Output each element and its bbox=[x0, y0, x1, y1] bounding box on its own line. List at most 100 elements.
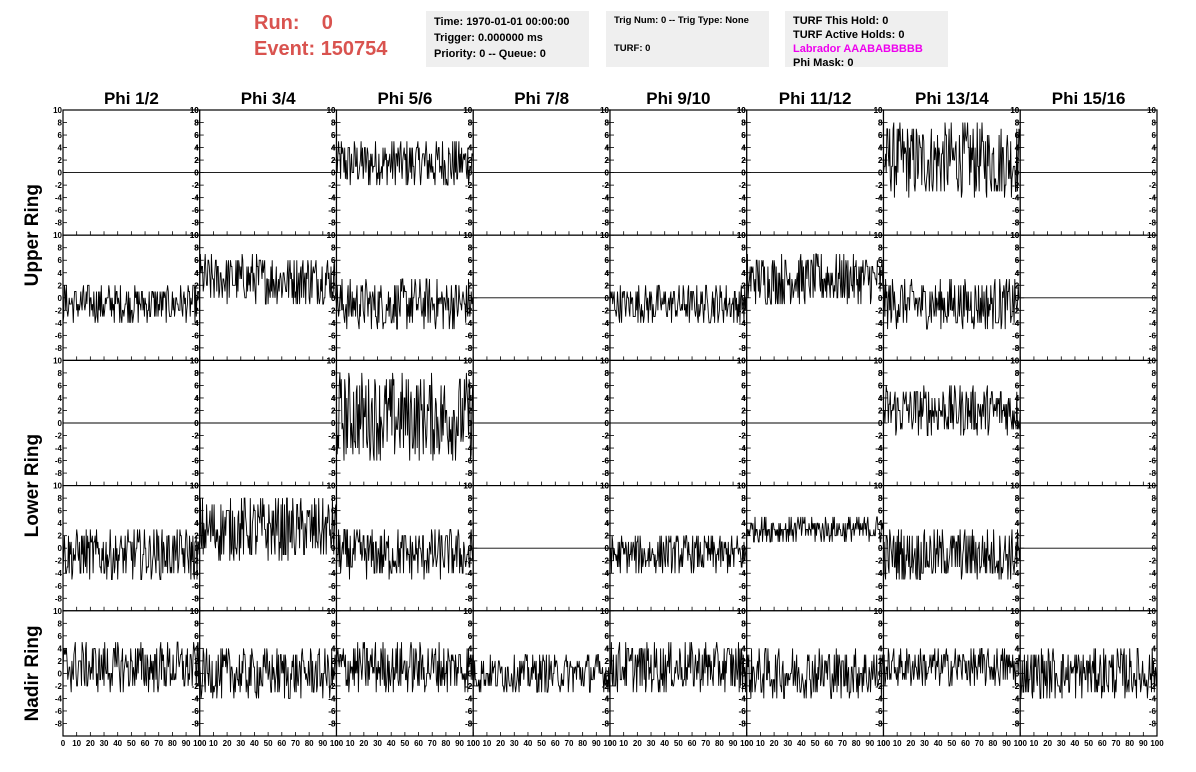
waveform-trace bbox=[883, 122, 1021, 198]
y-tick-label: -8 bbox=[192, 219, 200, 228]
y-tick-label: 4 bbox=[741, 394, 746, 403]
y-tick-label: -8 bbox=[192, 594, 200, 603]
y-tick-label: -6 bbox=[55, 331, 63, 340]
y-tick-label: -4 bbox=[465, 194, 473, 203]
waveform-trace bbox=[199, 497, 337, 561]
y-tick-label: 6 bbox=[741, 632, 746, 641]
y-tick-label: 2 bbox=[331, 281, 336, 290]
y-tick-label: 6 bbox=[194, 131, 199, 140]
y-tick-label: -8 bbox=[739, 219, 747, 228]
y-tick-label: 6 bbox=[468, 507, 473, 516]
run-row: Run: 0 bbox=[254, 10, 387, 36]
y-tick-label: 4 bbox=[331, 144, 336, 153]
x-tick-label: 0 bbox=[745, 739, 750, 748]
y-tick-label: 8 bbox=[1015, 244, 1020, 253]
y-tick-label: -4 bbox=[875, 694, 883, 703]
y-tick-label: -6 bbox=[1149, 457, 1157, 466]
waveform-panel: -8 -8 -6 -6 -4 -4 -2 -2 0 0 2 2 4 4 6 6 8 8 10 10 bbox=[463, 106, 611, 236]
y-tick-label: 6 bbox=[468, 131, 473, 140]
y-tick-label: 6 bbox=[468, 381, 473, 390]
y-tick-label: 2 bbox=[1152, 406, 1157, 415]
y-tick-label: -2 bbox=[739, 557, 747, 566]
y-tick-label: -8 bbox=[1149, 219, 1157, 228]
waveform-panel: -8 -8 -6 -6 -4 -4 -2 -2 0 0 2 2 4 4 6 6 8 8 10 10 bbox=[463, 482, 611, 612]
y-tick-label: -8 bbox=[192, 469, 200, 478]
y-tick-label: 4 bbox=[605, 644, 610, 653]
y-tick-label: -4 bbox=[1012, 319, 1020, 328]
y-tick-label: 8 bbox=[878, 119, 883, 128]
y-tick-label: 6 bbox=[741, 256, 746, 265]
y-tick-label: 4 bbox=[1015, 644, 1020, 653]
x-tick-label: 80 bbox=[1125, 739, 1134, 748]
waveform-panel: -8 -8 -6 -6 -4 -4 -2 -2 0 0 2 2 4 4 6 6 8 8 10 10 bbox=[1010, 356, 1158, 487]
panel-frame bbox=[62, 610, 201, 737]
y-tick-label: -2 bbox=[192, 557, 200, 566]
y-tick-label: -4 bbox=[328, 444, 336, 453]
y-tick-label: 8 bbox=[331, 369, 336, 378]
y-tick-label: 2 bbox=[878, 406, 883, 415]
y-tick-label: -4 bbox=[602, 694, 610, 703]
y-tick-label: -4 bbox=[875, 194, 883, 203]
y-tick-label: 0 bbox=[878, 669, 883, 678]
y-tick-label: -4 bbox=[465, 319, 473, 328]
y-tick-label: 8 bbox=[331, 119, 336, 128]
y-tick-label: 10 bbox=[1147, 607, 1156, 616]
y-tick-label: 10 bbox=[874, 231, 883, 240]
y-tick-label: -8 bbox=[875, 469, 883, 478]
x-tick-label: 0 bbox=[334, 739, 339, 748]
y-tick-label: -2 bbox=[602, 306, 610, 315]
waveform-trace bbox=[199, 648, 337, 699]
y-tick-label: 2 bbox=[194, 406, 199, 415]
y-tick-label: 0 bbox=[1152, 169, 1157, 178]
x-tick-label: 80 bbox=[441, 739, 450, 748]
x-tick-label: 40 bbox=[250, 739, 259, 748]
y-tick-label: 6 bbox=[194, 632, 199, 641]
waveform-panel: -8 -8 -6 -6 -4 -4 -2 -2 0 0 2 2 4 4 6 6 8 8 10 10 bbox=[600, 482, 748, 612]
y-tick-label: 0 bbox=[605, 544, 610, 553]
y-tick-label: 6 bbox=[878, 381, 883, 390]
y-tick-label: 10 bbox=[874, 231, 883, 240]
y-tick-label: -6 bbox=[465, 582, 473, 591]
y-tick-label: -6 bbox=[602, 331, 610, 340]
y-tick-label: 0 bbox=[331, 294, 336, 303]
y-tick-label: 6 bbox=[58, 131, 63, 140]
y-tick-label: 6 bbox=[1015, 256, 1020, 265]
waveform-panel: -8 -8 -6 -6 -4 -4 -2 -2 0 0 2 2 4 4 6 6 8 8 10 10 bbox=[190, 231, 338, 361]
y-tick-label: 6 bbox=[741, 381, 746, 390]
y-tick-label: -8 bbox=[1012, 469, 1020, 478]
y-tick-label: 8 bbox=[741, 119, 746, 128]
y-tick-label: 10 bbox=[190, 231, 199, 240]
y-tick-label: 8 bbox=[194, 244, 199, 253]
y-tick-label: 10 bbox=[327, 607, 336, 616]
y-tick-label: -2 bbox=[1012, 682, 1020, 691]
event-value: 150754 bbox=[320, 38, 388, 60]
y-tick-label: -2 bbox=[1012, 306, 1020, 315]
y-tick-label: 4 bbox=[1015, 519, 1020, 528]
y-tick-label: -6 bbox=[739, 457, 747, 466]
y-tick-label: -4 bbox=[328, 694, 336, 703]
y-tick-label: 10 bbox=[53, 607, 62, 616]
y-tick-label: -2 bbox=[465, 682, 473, 691]
y-tick-label: 4 bbox=[1152, 144, 1157, 153]
y-tick-label: 10 bbox=[1010, 106, 1019, 115]
y-tick-label: -6 bbox=[192, 206, 200, 215]
y-tick-label: 0 bbox=[194, 544, 199, 553]
y-tick-label: 10 bbox=[1010, 231, 1019, 240]
y-tick-label: -4 bbox=[328, 319, 336, 328]
y-tick-label: -6 bbox=[1012, 331, 1020, 340]
y-tick-label: -6 bbox=[465, 331, 473, 340]
y-tick-label: 4 bbox=[741, 144, 746, 153]
y-tick-label: 2 bbox=[468, 281, 473, 290]
y-tick-label: 10 bbox=[874, 356, 883, 365]
y-tick-label: 0 bbox=[605, 419, 610, 428]
y-tick-label: -4 bbox=[192, 319, 200, 328]
y-tick-label: 2 bbox=[605, 406, 610, 415]
waveform-panel: -8 -8 -6 -6 -4 -4 -2 -2 0 0 2 2 4 4 6 6 8 8 10 10 bbox=[874, 231, 1021, 361]
x-tick-label: 60 bbox=[277, 739, 286, 748]
waveform-trace bbox=[609, 535, 747, 574]
y-tick-label: 10 bbox=[1147, 231, 1156, 240]
waveform-trace bbox=[62, 529, 201, 580]
y-tick-label: 6 bbox=[468, 381, 473, 390]
y-tick-label: -6 bbox=[55, 457, 63, 466]
y-tick-label: -6 bbox=[1012, 206, 1020, 215]
